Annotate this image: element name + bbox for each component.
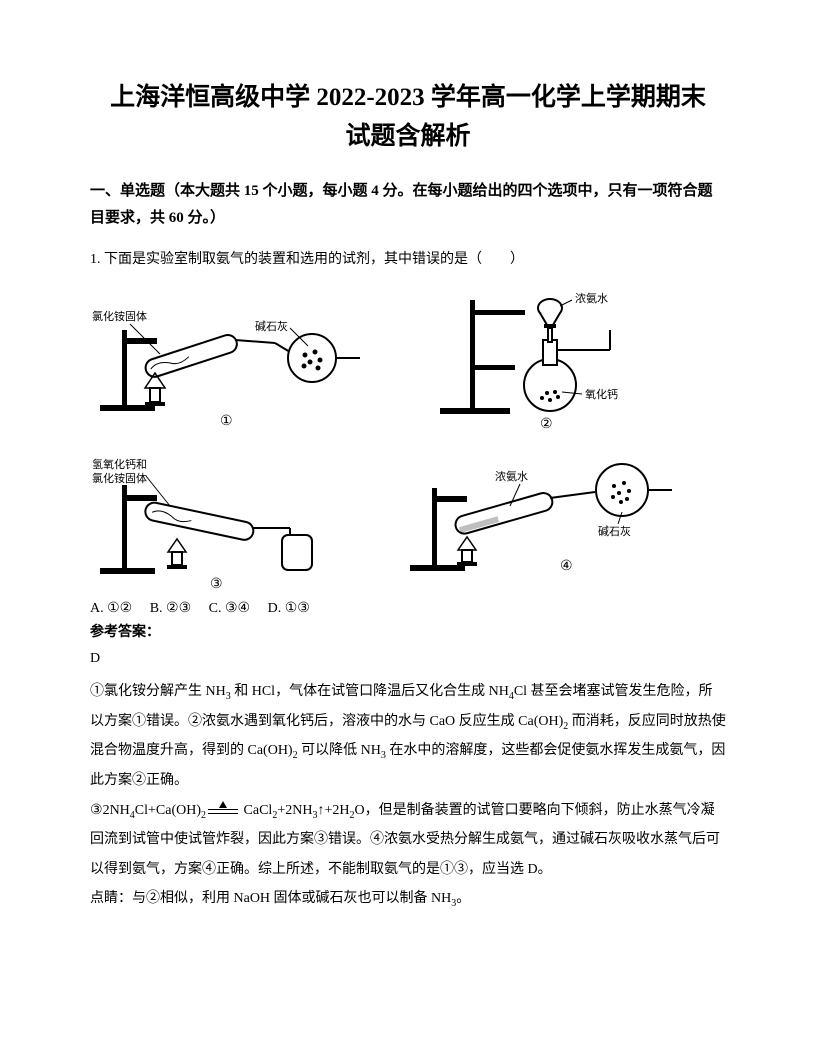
explanation-p1: ①氯化铵分解产生 NH3 和 HCl，气体在试管口降温后又化合生成 NH4Cl … <box>90 677 726 796</box>
heating-equals-icon <box>208 803 238 817</box>
d1-label-left: 氯化铵固体 <box>92 309 147 323</box>
d4-num: ④ <box>560 559 573 574</box>
option-a: A. ①② <box>90 601 132 616</box>
diagram-4: 浓氨水 碱石灰 ④ <box>400 440 680 590</box>
doc-title-line1: 上海洋恒高级中学 2022-2023 学年高一化学上学期期末 <box>90 80 726 115</box>
d3-label-left-l1: 氢氧化钙和 <box>92 457 147 471</box>
diagram-grid: 氯化铵固体 碱石灰 ① <box>90 280 726 590</box>
diagram-2: 浓氨水 氧化钙 ② <box>400 280 680 430</box>
d1-label-right: 碱石灰 <box>255 319 288 333</box>
explanation-p2: ③2NH4Cl+Ca(OH)2 CaCl2+2NH3↑+2H2O，但是制备装置的… <box>90 796 726 885</box>
page-root: 上海洋恒高级中学 2022-2023 学年高一化学上学期期末 试题含解析 一、单… <box>0 0 816 1056</box>
options-row: A. ①② B. ②③ C. ③④ D. ①③ <box>90 600 726 617</box>
d4-label-left: 浓氨水 <box>495 470 528 483</box>
d1-num: ① <box>220 414 233 429</box>
option-d: D. ①③ <box>268 601 310 616</box>
answer-letter: D <box>90 651 726 667</box>
d2-num: ② <box>540 417 553 430</box>
answer-label: 参考答案： <box>90 621 726 641</box>
d4-label-right: 碱石灰 <box>598 524 631 538</box>
option-c: C. ③④ <box>209 601 250 616</box>
diagram-3: 氢氧化钙和 氯化铵固体 ③ <box>90 440 370 590</box>
question-1-text: 1. 下面是实验室制取氨气的装置和选用的试剂，其中错误的是（ ） <box>90 248 726 272</box>
doc-title-line2: 试题含解析 <box>90 119 726 154</box>
d2-label-bottom: 氧化钙 <box>585 387 618 401</box>
d3-label-left-l2: 氯化铵固体 <box>92 471 147 485</box>
dianjing: 点睛：与②相似，利用 NaOH 固体或碱石灰也可以制备 NH3。 <box>90 884 726 914</box>
section-heading: 一、单选题（本大题共 15 个小题，每小题 4 分。在每小题给出的四个选项中，只… <box>90 178 726 232</box>
d2-label-top: 浓氨水 <box>575 292 608 305</box>
d3-num: ③ <box>210 577 223 590</box>
diagram-1: 氯化铵固体 碱石灰 ① <box>90 280 370 430</box>
option-b: B. ②③ <box>150 601 191 616</box>
